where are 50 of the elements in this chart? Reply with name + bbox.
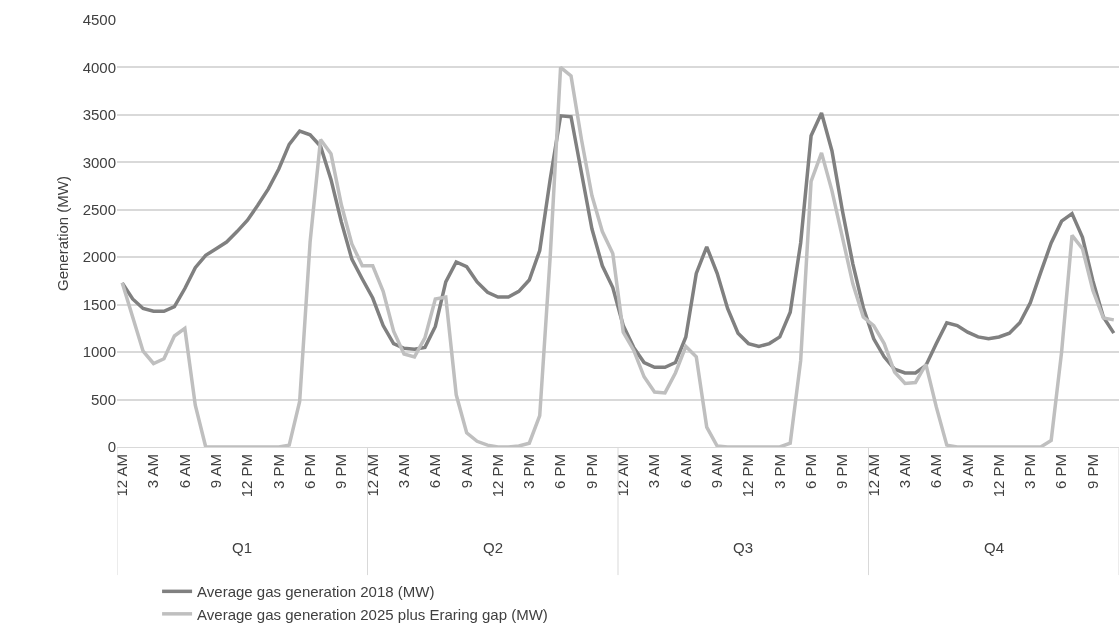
y-tick-label: 0 [107, 438, 116, 456]
y-tick-label: 1000 [82, 343, 116, 361]
text: Q1 [232, 539, 253, 556]
x-tick-label: 6 PM [801, 454, 819, 490]
x-tick-label: 12 AM [864, 454, 882, 497]
legend-label: Average gas generation 2025 plus Eraring gap (MW) [197, 605, 548, 623]
x-tick-label: 6 AM [175, 454, 193, 489]
x-tick-label: 3 AM [645, 454, 663, 489]
y-tick-label: 4500 [82, 11, 116, 29]
x-tick-label: 9 AM [207, 454, 225, 489]
legend-label: Average gas generation 2018 (MW) [197, 583, 435, 601]
x-tick-label: 6 AM [426, 454, 444, 489]
x-tick-label: 3 PM [269, 454, 287, 490]
x-tick-label: 12 PM [989, 454, 1007, 498]
x-tick-label: 9 AM [708, 454, 726, 489]
line-series [120, 65, 1116, 447]
y-tick-label: 3000 [82, 153, 116, 171]
y-tick-label: 2500 [82, 201, 116, 219]
x-tick-label: 12 AM [363, 454, 381, 497]
y-tick-label: 3500 [82, 106, 116, 124]
x-tick-label: 3 PM [520, 454, 538, 490]
x-tick-label: 6 PM [1052, 454, 1070, 490]
x-tick-label: 9 AM [457, 454, 475, 489]
x-tick-label: 9 PM [582, 454, 600, 490]
x-tick-label: 12 PM [238, 454, 256, 498]
text: Q4 [984, 539, 1005, 556]
x-tick-label: 6 AM [676, 454, 694, 489]
x-tick-label: 3 AM [895, 454, 913, 489]
text: Q3 [733, 539, 754, 556]
y-tick-label: 4000 [82, 58, 116, 76]
x-tick-label: 3 AM [394, 454, 412, 489]
x-tick-label: 3 PM [1021, 454, 1039, 490]
x-tick-label: 9 PM [332, 454, 350, 490]
x-tick-label: 3 AM [144, 454, 162, 489]
x-tick-label: 9 PM [1083, 454, 1101, 490]
y-tick-label: 2000 [82, 248, 116, 266]
x-tick-label: 9 PM [833, 454, 851, 490]
x-tick-label: 9 AM [958, 454, 976, 489]
x-tick-label: 12 PM [488, 454, 506, 498]
x-tick-label: 12 AM [113, 454, 131, 497]
x-tick-label: 6 PM [551, 454, 569, 490]
x-tick-label: 12 AM [614, 454, 632, 497]
x-tick-label: 6 AM [927, 454, 945, 489]
text: Q2 [483, 539, 504, 556]
x-tick-label: 6 PM [300, 454, 318, 490]
y-tick-label: 1500 [82, 295, 116, 313]
y-axis-title: Generation (MW) [53, 175, 71, 292]
x-tick-label: 12 PM [739, 454, 757, 498]
x-tick-label: 3 PM [770, 454, 788, 490]
y-tick-label: 500 [90, 390, 116, 408]
